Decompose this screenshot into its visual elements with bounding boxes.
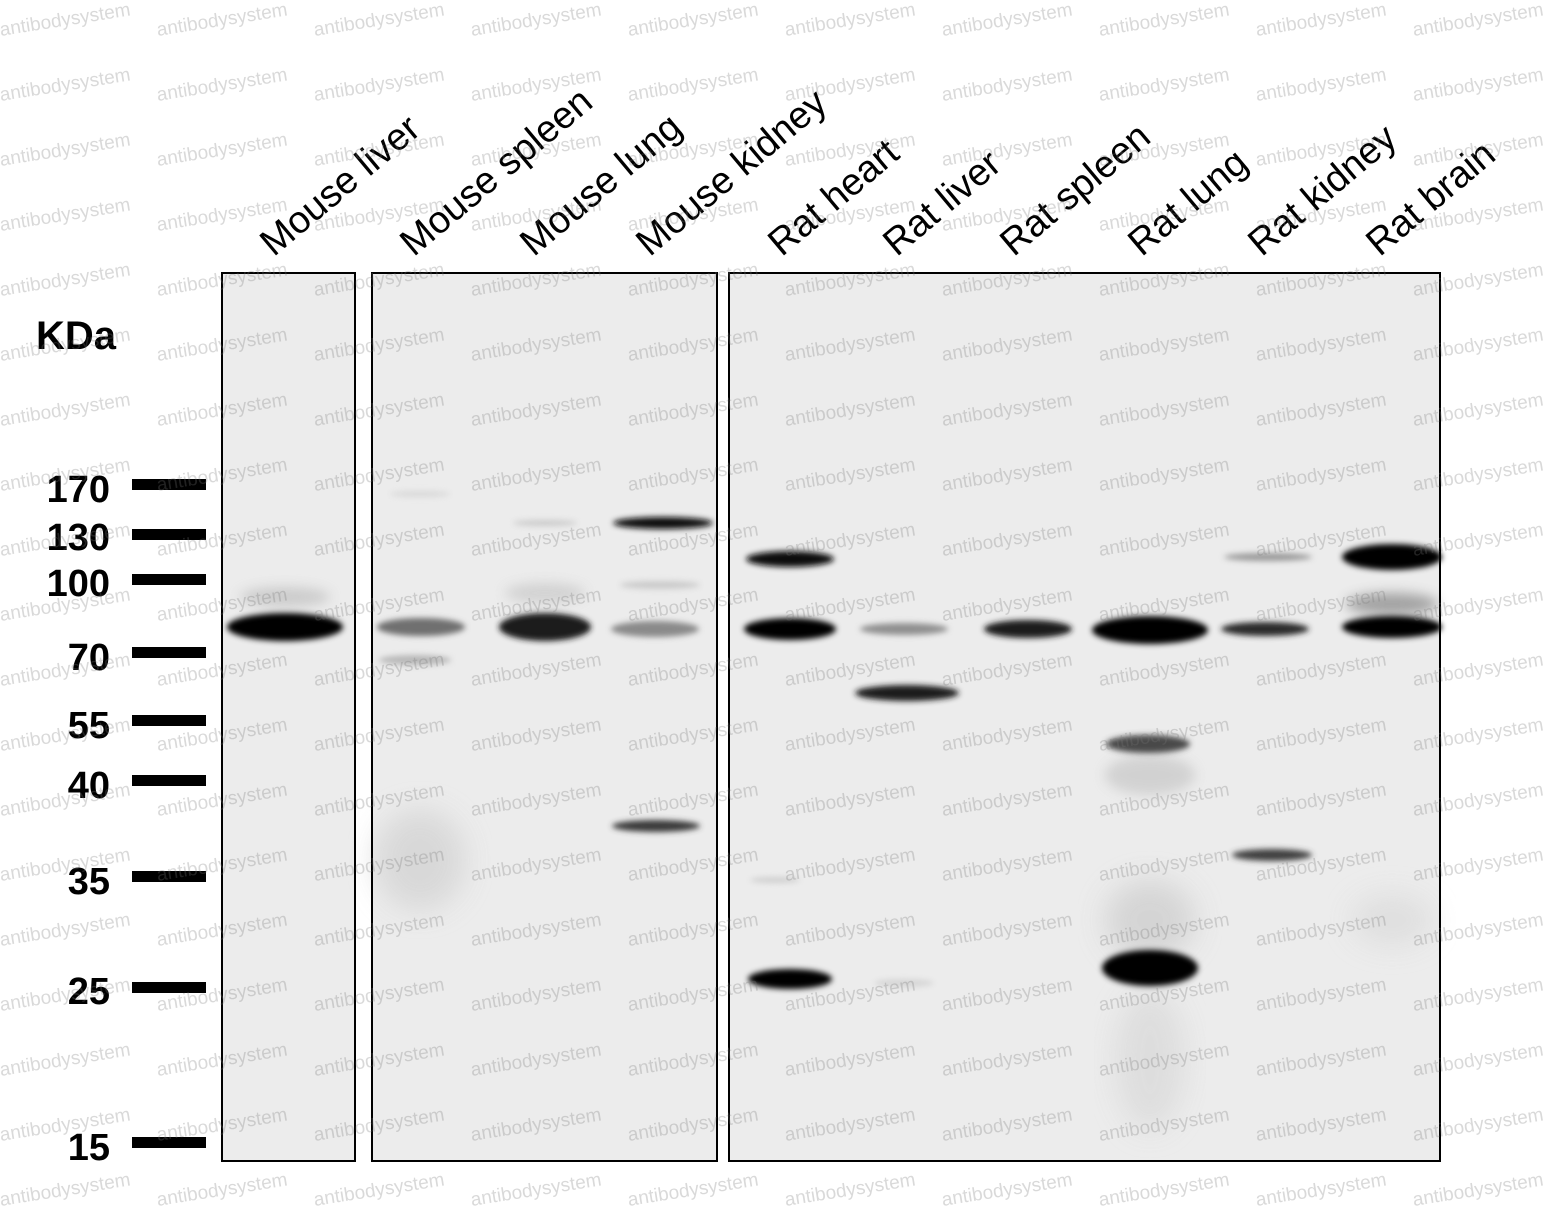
- panel-1-frame: [221, 272, 356, 1162]
- band-mouse-spleen-170: [390, 491, 450, 497]
- marker-tick-35: [132, 871, 206, 882]
- band-rat-liver-75: [860, 623, 948, 635]
- smear-rat-lung-tail: [1115, 990, 1185, 1130]
- marker-tick-40: [132, 775, 206, 786]
- marker-label-55: 55: [67, 705, 110, 747]
- band-mouse-spleen-75: [377, 618, 465, 636]
- panel-2-membrane: [372, 273, 717, 1161]
- background-smears: [240, 583, 1438, 1130]
- band-rat-kidney-110: [1224, 553, 1312, 561]
- smear-mouse-liver-top: [240, 587, 330, 607]
- band-rat-spleen-75: [984, 620, 1072, 638]
- band-mouse-liver-75: [227, 613, 343, 641]
- marker-tick-25: [132, 982, 206, 993]
- panel-1-membrane: [222, 273, 355, 1161]
- band-rat-heart-26: [748, 969, 832, 989]
- kda-axis-title: KDa: [36, 314, 117, 358]
- band-rat-lung-48: [1106, 735, 1190, 753]
- band-rat-liver-60: [855, 685, 959, 701]
- panel-2-frame: [371, 272, 718, 1162]
- marker-label-25: 25: [67, 971, 110, 1013]
- marker-tick-55: [132, 715, 206, 726]
- band-mouse-kidney-38: [612, 820, 700, 832]
- band-mouse-kidney-135: [613, 517, 713, 529]
- marker-label-100: 100: [46, 563, 110, 605]
- band-rat-heart-110: [746, 551, 834, 567]
- marker-tick-170: [132, 479, 206, 490]
- band-mouse-lung-135: [513, 520, 577, 526]
- band-mouse-lung-75: [499, 613, 591, 641]
- smear-mouse-spleen-low: [375, 810, 465, 910]
- smear-rat-lung-low: [1105, 880, 1195, 960]
- band-mouse-kidney-75: [611, 621, 699, 637]
- smear-rat-brain-low: [1352, 895, 1432, 945]
- band-rat-lung-26: [1102, 950, 1198, 986]
- smear-mouse-lung-top: [505, 583, 585, 603]
- smear-rat-brain-mid: [1346, 593, 1438, 615]
- panel-3-membrane: [729, 273, 1440, 1161]
- marker-tick-130: [132, 529, 206, 540]
- marker-label-170: 170: [46, 469, 110, 511]
- band-rat-brain-75: [1342, 616, 1442, 638]
- band-rat-heart-33: [750, 877, 800, 883]
- band-rat-kidney-36: [1232, 849, 1312, 861]
- marker-label-40: 40: [67, 765, 110, 807]
- marker-label-35: 35: [67, 861, 110, 903]
- band-mouse-kidney-95: [620, 581, 700, 589]
- smear-rat-lung-mid: [1105, 755, 1195, 795]
- marker-label-130: 130: [46, 517, 110, 559]
- marker-tick-15: [132, 1137, 206, 1148]
- band-rat-heart-75: [744, 618, 836, 640]
- panel-3-frame: [728, 272, 1441, 1162]
- marker-tick-100: [132, 574, 206, 585]
- band-rat-lung-75: [1092, 616, 1208, 644]
- band-rat-liver-25: [874, 979, 934, 987]
- bands: [227, 491, 1442, 989]
- marker-label-70: 70: [67, 637, 110, 679]
- band-rat-brain-110: [1342, 544, 1442, 570]
- band-mouse-spleen-68: [379, 655, 451, 665]
- marker-label-15: 15: [67, 1127, 110, 1169]
- band-rat-kidney-75: [1221, 622, 1309, 636]
- marker-tick-70: [132, 647, 206, 658]
